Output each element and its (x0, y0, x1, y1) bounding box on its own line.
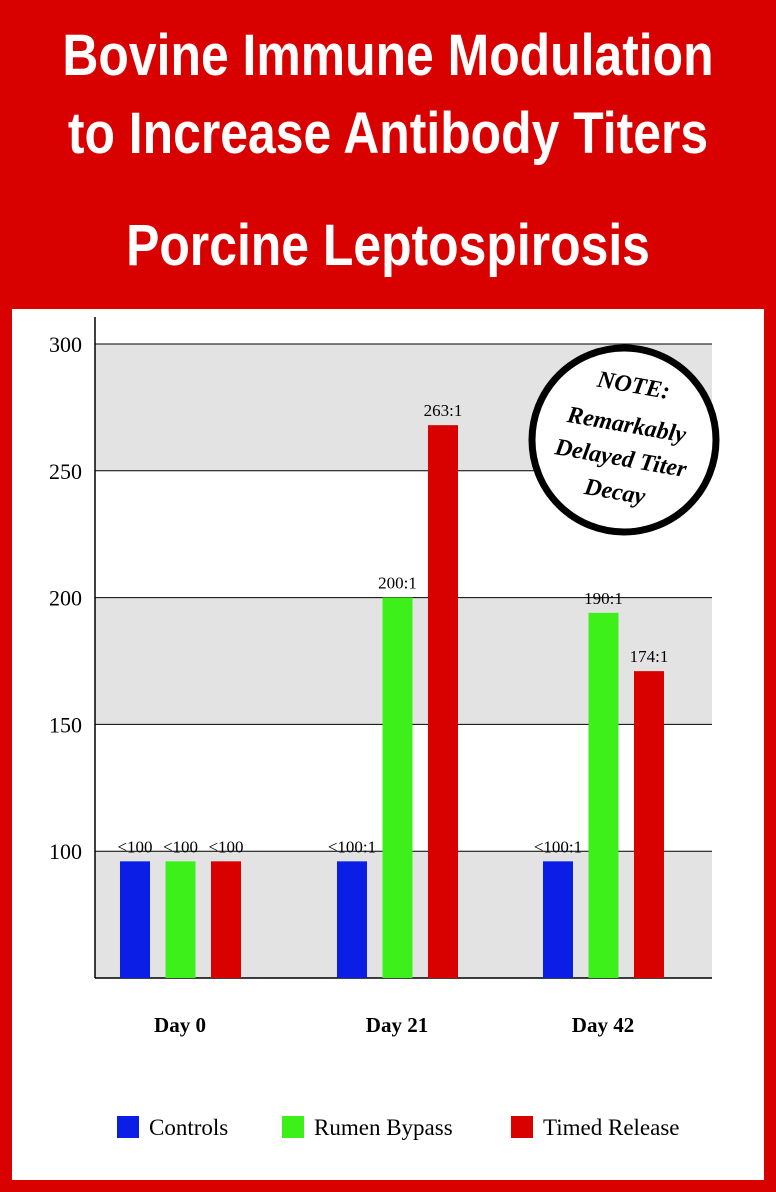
y-tick-label: 100 (49, 839, 82, 864)
data-label: <100:1 (534, 837, 582, 856)
bar-rumen-bypass (382, 597, 413, 978)
x-tick-label: Day 21 (366, 1013, 428, 1037)
data-label: <100:1 (328, 837, 376, 856)
title-line-1: Bovine Immune Modulation (62, 23, 714, 88)
data-label: 174:1 (630, 647, 669, 666)
bar-timed-release (211, 861, 241, 978)
legend-label: Timed Release (543, 1115, 680, 1140)
x-tick-label: Day 42 (572, 1013, 634, 1037)
data-label: 263:1 (424, 401, 463, 420)
title-line-2: to Increase Antibody Titers (67, 101, 709, 166)
bar-rumen-bypass (588, 612, 619, 978)
legend-swatch (117, 1116, 139, 1138)
chart-subtitle: Porcine Leptospirosis (126, 213, 650, 278)
bar-controls (337, 861, 367, 978)
data-label: 190:1 (584, 589, 623, 608)
y-tick-label: 200 (49, 586, 82, 611)
y-tick-label: 150 (49, 712, 82, 737)
x-tick-label: Day 0 (154, 1013, 206, 1037)
legend-label: Rumen Bypass (314, 1115, 453, 1140)
bar-timed-release (428, 425, 458, 979)
data-label: <100 (163, 837, 198, 856)
bar-rumen-bypass (165, 861, 196, 978)
data-label: <100 (208, 837, 243, 856)
y-tick-label: 250 (49, 459, 82, 484)
y-tick-label: 300 (49, 332, 82, 357)
note-circle (528, 344, 720, 536)
bar-controls (543, 861, 573, 978)
data-label: <100 (117, 837, 152, 856)
data-label: 200:1 (378, 574, 417, 593)
bar-timed-release (634, 671, 664, 978)
legend-label: Controls (149, 1115, 228, 1140)
bar-controls (120, 861, 150, 978)
legend-swatch (282, 1116, 304, 1138)
legend-swatch (511, 1116, 533, 1138)
